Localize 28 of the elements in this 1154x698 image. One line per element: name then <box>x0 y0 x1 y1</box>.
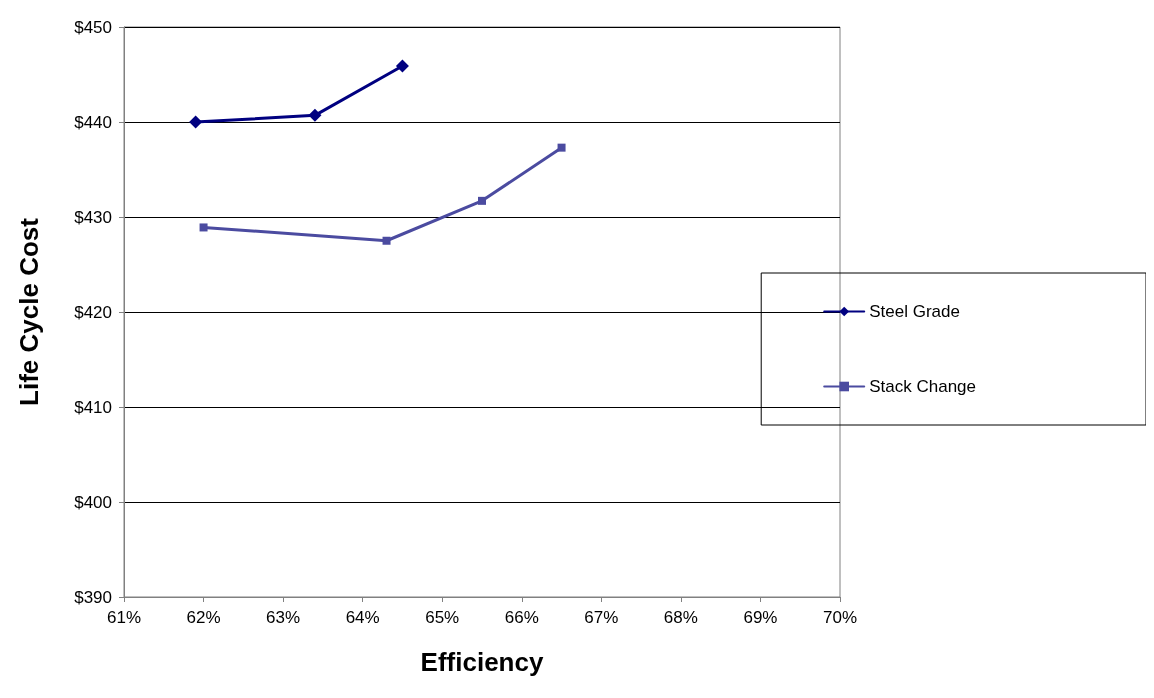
y-tick-label: $390 <box>74 587 112 607</box>
x-tick-label: 69% <box>743 608 778 627</box>
legend-label: Steel Grade <box>869 302 960 321</box>
y-tick-label: $400 <box>74 492 112 512</box>
point <box>308 108 322 122</box>
y-tick-label: $430 <box>74 207 112 227</box>
x-tick-label: 63% <box>266 608 301 627</box>
point <box>199 223 208 232</box>
x-tick-label: 64% <box>345 608 380 627</box>
x-tick-label: 66% <box>504 608 539 627</box>
x-tick-label: 70% <box>822 608 858 627</box>
x-tick-label: 62% <box>186 608 221 627</box>
x-tick-label: 67% <box>584 608 619 627</box>
x-axis-title: Efficiency <box>420 647 544 677</box>
point <box>557 143 566 152</box>
y-tick-label: $450 <box>74 17 112 37</box>
y-tick-label: $420 <box>74 302 112 322</box>
point <box>382 236 391 245</box>
x-tick-label: 68% <box>663 608 698 627</box>
y-tick-label: $410 <box>74 397 112 417</box>
x-tick-label: 61% <box>106 608 142 627</box>
y-axis-title: Life Cycle Cost <box>14 217 44 406</box>
point <box>395 59 409 73</box>
x-tick-label: 65% <box>425 608 460 627</box>
point <box>189 115 203 129</box>
point <box>478 196 486 205</box>
legend-label: Stack Change <box>869 377 977 396</box>
y-tick-label: $440 <box>74 112 112 132</box>
